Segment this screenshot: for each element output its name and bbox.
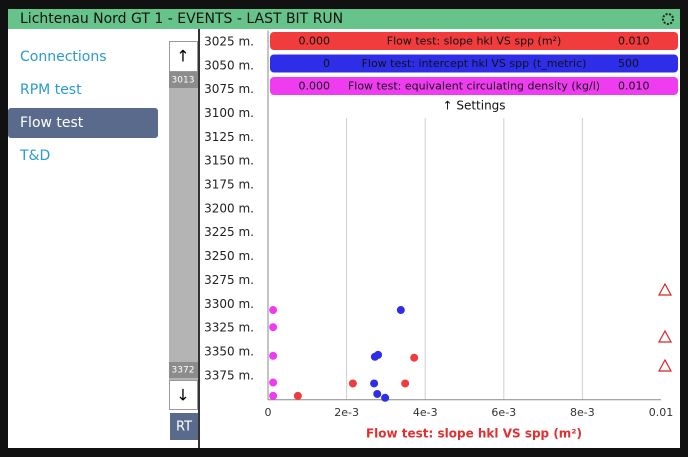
y-tick-label: 3050 m. xyxy=(204,58,254,72)
menu-item[interactable]: T&D xyxy=(19,148,50,164)
y-tick-label: 3325 m. xyxy=(204,321,254,335)
x-tick-label: 4e-3 xyxy=(413,406,438,419)
data-point xyxy=(293,391,302,400)
menu-item[interactable]: Flow test xyxy=(20,115,84,131)
scroll-down[interactable] xyxy=(169,380,198,410)
legend-name: Flow test: equivalent circulating densit… xyxy=(348,80,600,93)
y-tick-label: 3225 m. xyxy=(204,225,254,239)
legend-bar[interactable] xyxy=(270,32,678,50)
rt-label: RT xyxy=(176,420,192,435)
legend-bar[interactable] xyxy=(270,54,678,73)
scroll-top-label: 3013 xyxy=(172,76,195,86)
scroll-thumb-bottom xyxy=(169,362,198,378)
scroll-up-arrow: ↑ xyxy=(176,47,189,66)
legend-bar[interactable] xyxy=(270,77,678,95)
data-point xyxy=(348,379,357,388)
y-tick-label: 3350 m. xyxy=(204,344,254,358)
y-tick-label: 3125 m. xyxy=(204,130,254,144)
scroll-down-arrow: ↓ xyxy=(176,386,189,405)
content xyxy=(8,29,680,448)
data-point xyxy=(370,379,379,388)
y-tick-label: 3300 m. xyxy=(204,297,254,311)
legend-name: Flow test: intercept hkl VS spp (t_metri… xyxy=(362,57,587,70)
y-tick-label: 3275 m. xyxy=(204,273,254,287)
warning-icon[interactable] xyxy=(657,282,673,296)
legend-max: 500 xyxy=(618,57,639,70)
legend-min: 0 xyxy=(323,57,330,70)
scroll-thumb-top xyxy=(169,72,198,88)
scroll-track[interactable] xyxy=(169,72,198,380)
y-tick-label: 3250 m. xyxy=(204,249,254,263)
y-tick-label: 3075 m. xyxy=(204,82,254,96)
legend-name: Flow test: slope hkl VS spp (m²) xyxy=(387,35,562,48)
y-tick-label: 3025 m. xyxy=(204,34,254,48)
scroll-up[interactable] xyxy=(169,41,198,72)
data-point xyxy=(269,378,278,387)
data-point xyxy=(269,323,278,332)
legend-min: 0.000 xyxy=(299,35,331,48)
menu-item[interactable]: RPM test xyxy=(20,82,82,98)
title-bar xyxy=(8,9,680,29)
rt-button[interactable] xyxy=(170,413,198,440)
warning-icon[interactable] xyxy=(657,358,673,372)
data-point xyxy=(374,350,383,359)
settings-icon[interactable] xyxy=(662,13,674,25)
x-tick-label: 2e-3 xyxy=(334,406,359,419)
data-point xyxy=(401,379,410,388)
y-tick-label: 3150 m. xyxy=(204,154,254,168)
data-point xyxy=(381,393,390,402)
warnings xyxy=(657,282,673,372)
legend-min: 0.000 xyxy=(299,80,331,93)
x-tick-label: 8e-3 xyxy=(570,406,595,419)
menu-selected[interactable] xyxy=(8,108,158,138)
data-point xyxy=(269,306,278,315)
y-tick-label: 3175 m. xyxy=(204,178,254,192)
y-tick-label: 3100 m. xyxy=(204,106,254,120)
data-point xyxy=(410,353,419,362)
x-tick-label: 6e-3 xyxy=(491,406,516,419)
x-axis-title: Flow test: slope hkl VS spp (m²) xyxy=(366,427,582,441)
x-tick-label: 0.01 xyxy=(649,406,674,419)
legend-max: 0.010 xyxy=(618,80,650,93)
data-point xyxy=(396,306,405,315)
warning-icon[interactable] xyxy=(657,329,673,343)
settings-link[interactable]: ↑ Settings xyxy=(442,99,505,113)
y-tick-label: 3200 m. xyxy=(204,201,254,215)
y-tick-label: 3375 m. xyxy=(204,368,254,382)
x-tick-label: 0 xyxy=(265,406,272,419)
scroll-bottom-label: 3372 xyxy=(172,366,195,376)
menu-item[interactable]: Connections xyxy=(20,49,107,65)
data-point xyxy=(269,351,278,360)
window-title: Lichtenau Nord GT 1 - EVENTS - LAST BIT … xyxy=(20,11,343,27)
data-point xyxy=(373,389,382,398)
legend-max: 0.010 xyxy=(618,35,650,48)
data-point xyxy=(269,391,278,400)
